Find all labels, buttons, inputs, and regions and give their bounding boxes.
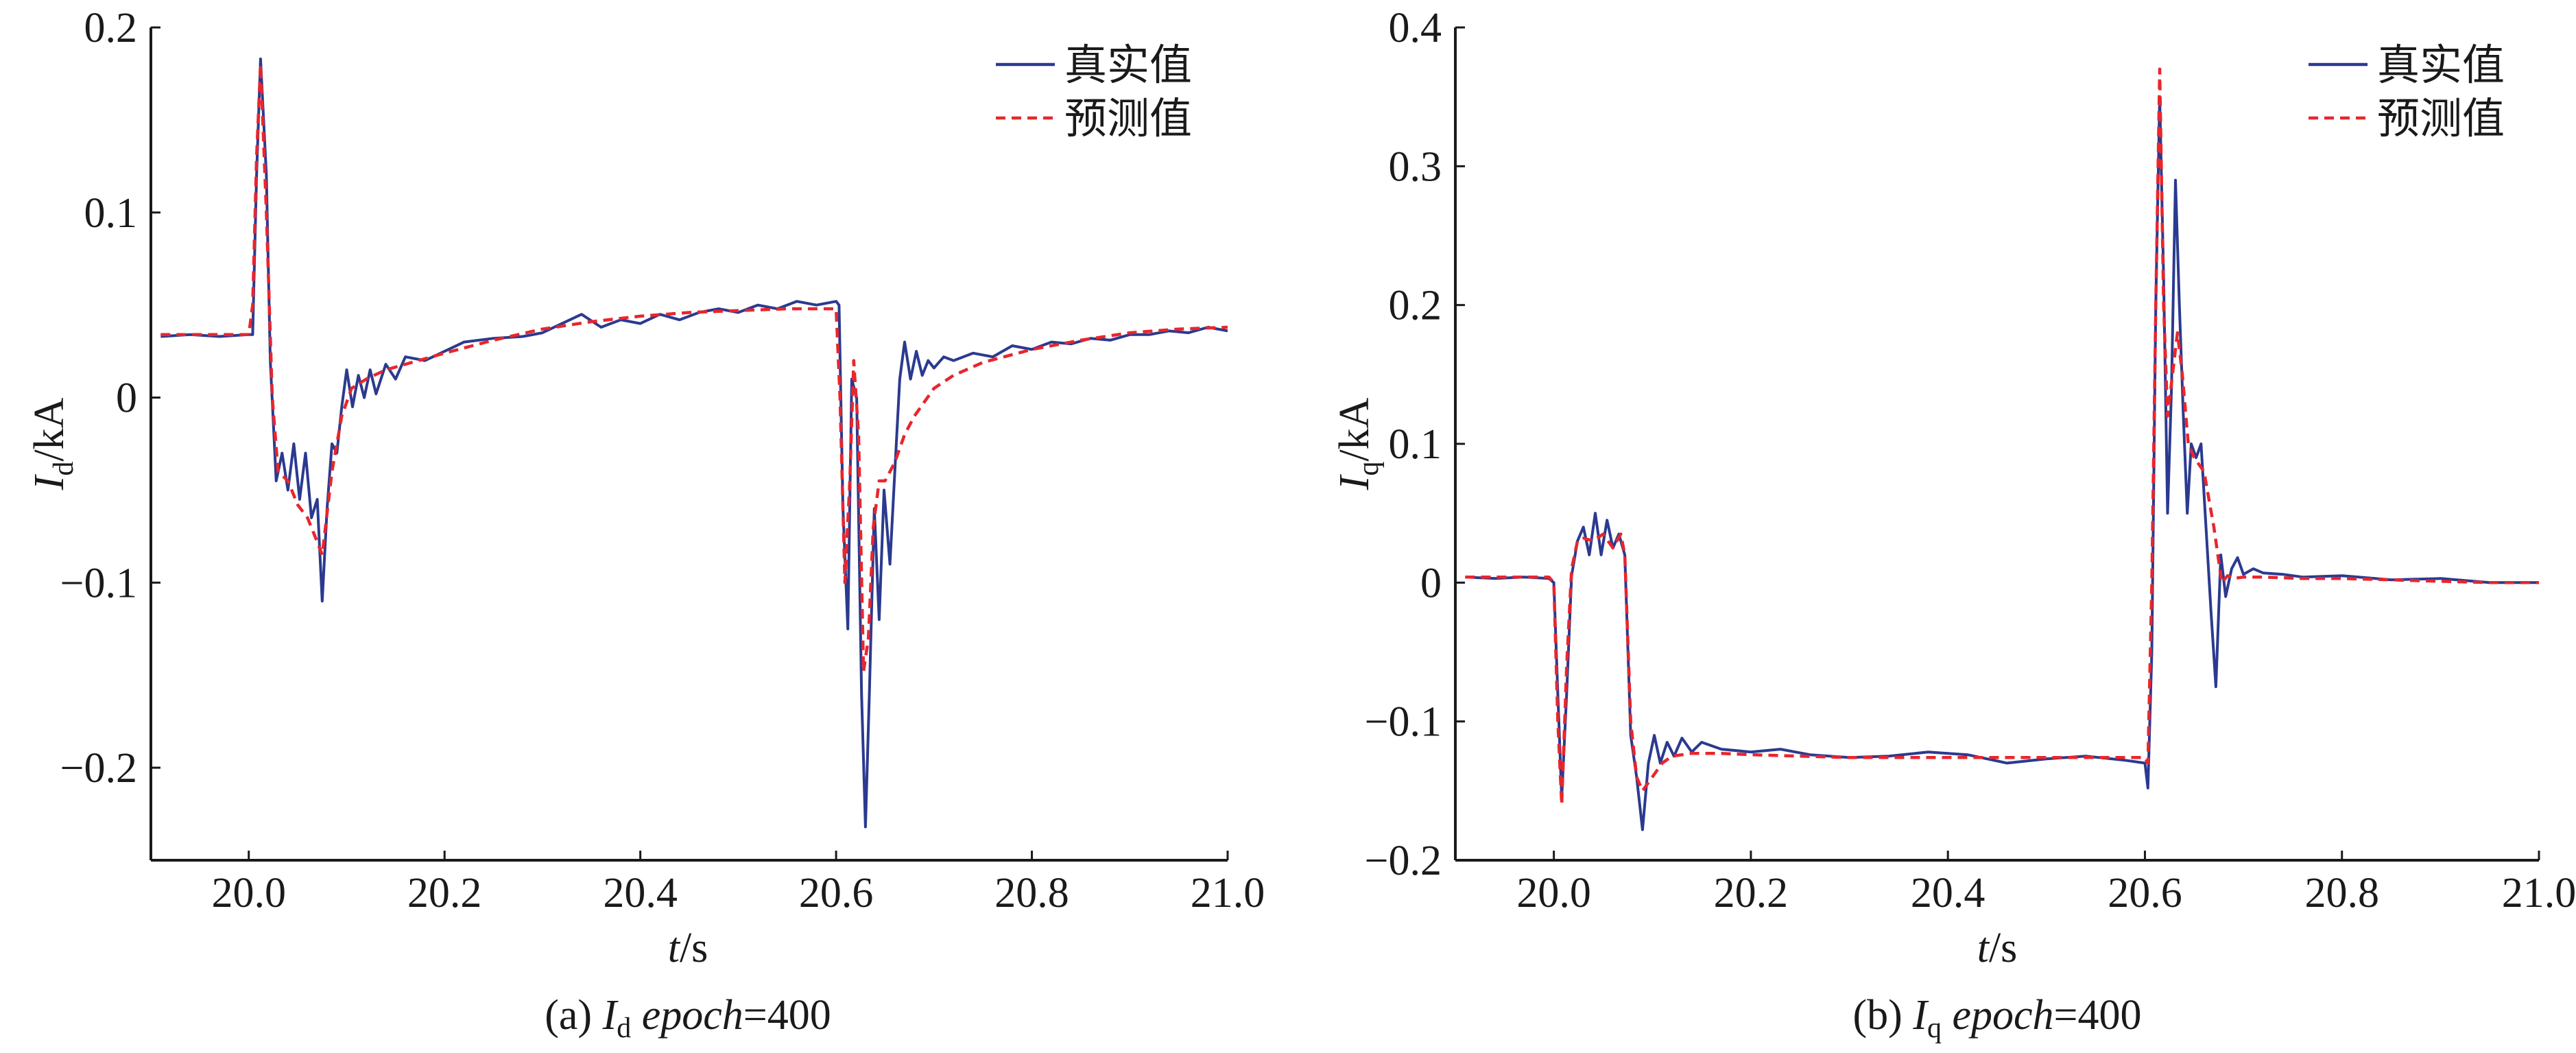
series-line-predicted [160,62,1228,674]
y-tick-label: 0.1 [84,190,138,237]
x-tick-label: 21.0 [2502,870,2576,916]
x-tick-label: 20.4 [603,870,678,916]
panel-caption: (b) Iq epoch=400 [1853,992,2142,1044]
x-tick-label: 20.4 [1911,870,1985,916]
y-tick-label: −0.2 [1365,838,1442,884]
x-tick-label: 20.6 [2108,870,2182,916]
x-tick-label: 20.8 [994,870,1069,916]
legend-actual-label: 真实值 [2377,43,2505,89]
x-tick-label: 20.2 [407,870,482,916]
y-tick-label: −0.1 [60,560,137,606]
series-line-predicted [1465,67,2539,807]
y-tick-label: 0 [1420,560,1442,606]
y-tick-label: −0.1 [1365,699,1442,746]
plot-area [160,57,1228,829]
y-tick-label: −0.2 [60,745,137,792]
legend-actual-label: 真实值 [1064,43,1192,89]
y-axis-label: Iq/kA [1331,397,1385,490]
x-tick-label: 20.2 [1714,870,1789,916]
y-tick-label: 0 [116,375,137,422]
x-tick-label: 20.6 [799,870,874,916]
x-tick-label: 20.0 [211,870,286,916]
series-line-actual [160,57,1228,829]
x-tick-label: 20.8 [2304,870,2379,916]
series-line-actual [1465,95,2539,831]
y-tick-label: 0.2 [84,5,138,51]
y-ticks: −0.2 −0.1 0 0.1 0.2 [60,5,160,792]
legend: 真实值 预测值 [2309,43,2505,143]
x-ticks: 20.0 20.2 20.4 20.6 20.8 21.0 [211,851,1265,916]
y-tick-label: 0.1 [1389,421,1442,468]
plot-area [1465,67,2539,831]
y-axis-label: Id/kA [26,397,80,490]
y-ticks: −0.2 −0.1 0 0.1 0.2 0.3 0.4 [1365,5,1465,884]
chart-panel-b: 20.0 20.2 20.4 20.6 20.8 21.0 −0.2 −0.1 0 0.1 0.2… [1331,5,2576,1044]
legend-predicted-label: 预测值 [2377,96,2505,143]
x-axis-label: t/s [668,925,708,971]
chart-panel-a: 20.0 20.2 20.4 20.6 20.8 21.0 −0.2 −0.1 0 0.1 0.2… [26,5,1265,1044]
x-axis-label: t/s [1977,925,2018,971]
legend-predicted-label: 预测值 [1064,96,1192,143]
x-ticks: 20.0 20.2 20.4 20.6 20.8 21.0 [1516,851,2576,916]
y-tick-label: 0.2 [1389,283,1442,329]
panel-caption: (a) Id epoch=400 [545,992,831,1044]
legend: 真实值 预测值 [996,43,1192,143]
x-tick-label: 21.0 [1191,870,1265,916]
y-tick-label: 0.3 [1389,143,1442,190]
x-tick-label: 20.0 [1516,870,1591,916]
y-tick-label: 0.4 [1389,5,1442,51]
